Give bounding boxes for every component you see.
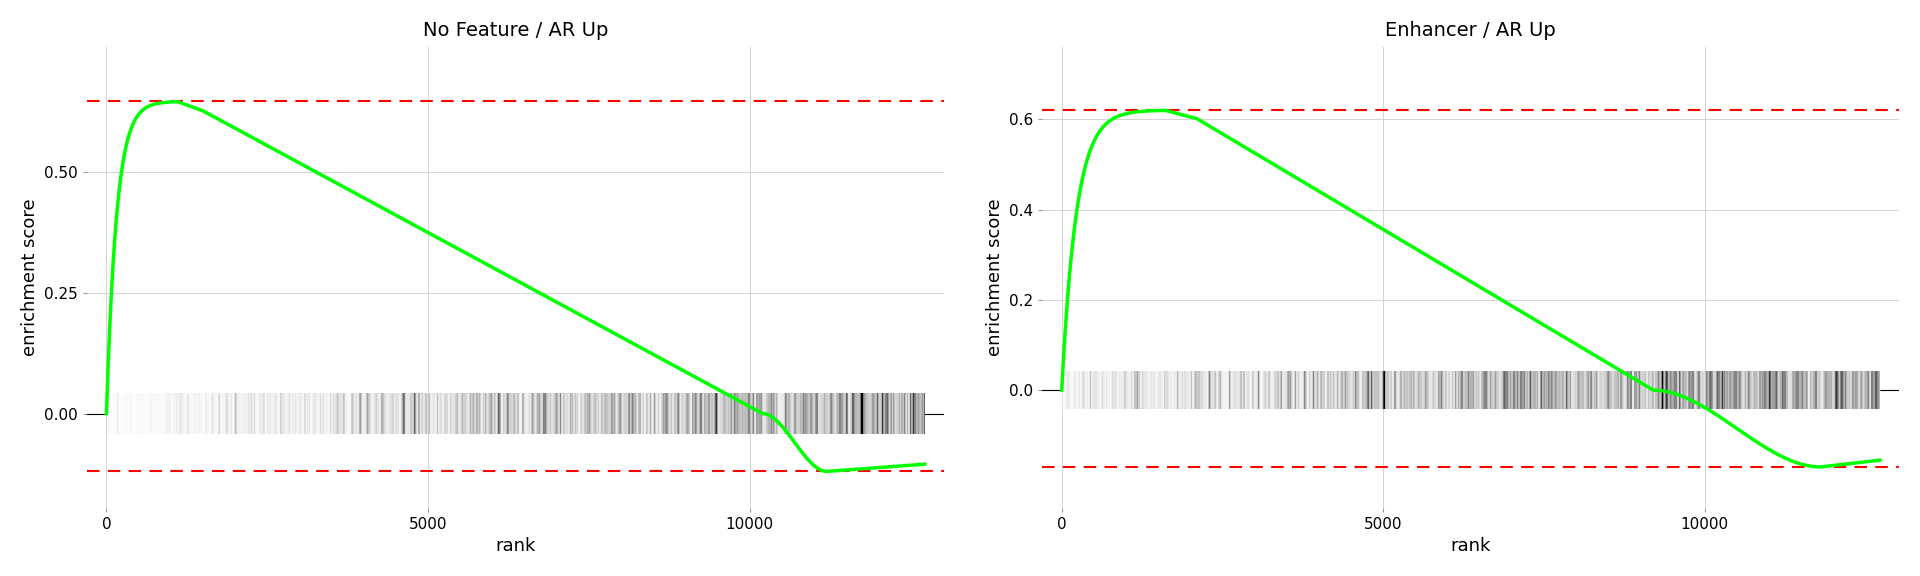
Bar <box>1062 371 1880 409</box>
Y-axis label: enrichment score: enrichment score <box>985 199 1004 356</box>
Bar <box>106 393 925 434</box>
X-axis label: rank: rank <box>1452 537 1492 555</box>
Title: No Feature / AR Up: No Feature / AR Up <box>422 21 609 40</box>
Y-axis label: enrichment score: enrichment score <box>21 199 38 356</box>
Title: Enhancer / AR Up: Enhancer / AR Up <box>1386 21 1557 40</box>
X-axis label: rank: rank <box>495 537 536 555</box>
